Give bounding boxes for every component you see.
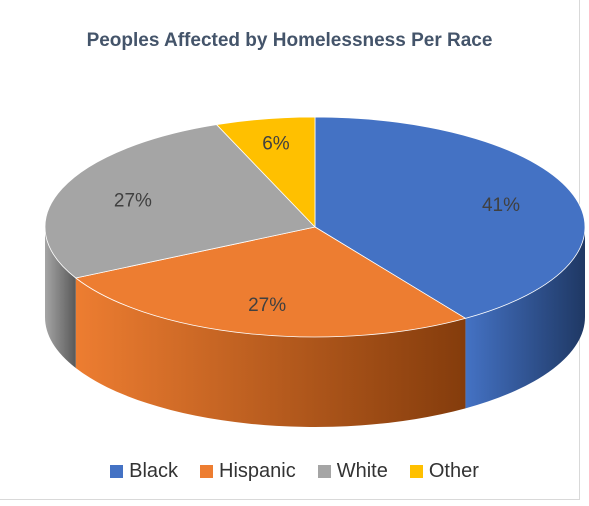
legend-item-white: White <box>317 460 388 483</box>
pie-side-white <box>45 227 76 369</box>
pie-side-hispanic <box>75 278 466 427</box>
pie-sides <box>45 227 585 427</box>
chart-title: Peoples Affected by Homelessness Per Rac… <box>86 30 493 51</box>
legend-item-other: Other <box>409 460 479 483</box>
legend-swatch-black <box>110 465 124 478</box>
legend-label-white: White <box>336 460 388 482</box>
data-label-white: 27% <box>114 190 152 211</box>
data-label-black: 41% <box>482 195 520 216</box>
legend-label-hispanic: Hispanic <box>219 460 296 482</box>
pie-side-black <box>465 227 585 409</box>
legend-label-other: Other <box>428 460 479 482</box>
pie-slice-other <box>215 116 316 228</box>
pie-slice-hispanic <box>74 226 467 338</box>
pie-slices <box>44 116 586 338</box>
pie-slice-white <box>44 124 316 279</box>
legend-swatch-white <box>317 465 331 478</box>
chart-legend: Black Hispanic White Other <box>0 460 589 483</box>
data-label-hispanic: 27% <box>248 295 286 316</box>
pie-slice-black <box>314 116 586 319</box>
legend-swatch-hispanic <box>200 465 214 478</box>
legend-item-black: Black <box>110 460 178 483</box>
legend-item-hispanic: Hispanic <box>200 460 296 483</box>
legend-swatch-other <box>409 465 423 478</box>
legend-label-black: Black <box>129 460 179 482</box>
data-label-other: 6% <box>262 134 290 155</box>
pie-data-labels: 41% 27% 27% 6% <box>114 134 520 316</box>
